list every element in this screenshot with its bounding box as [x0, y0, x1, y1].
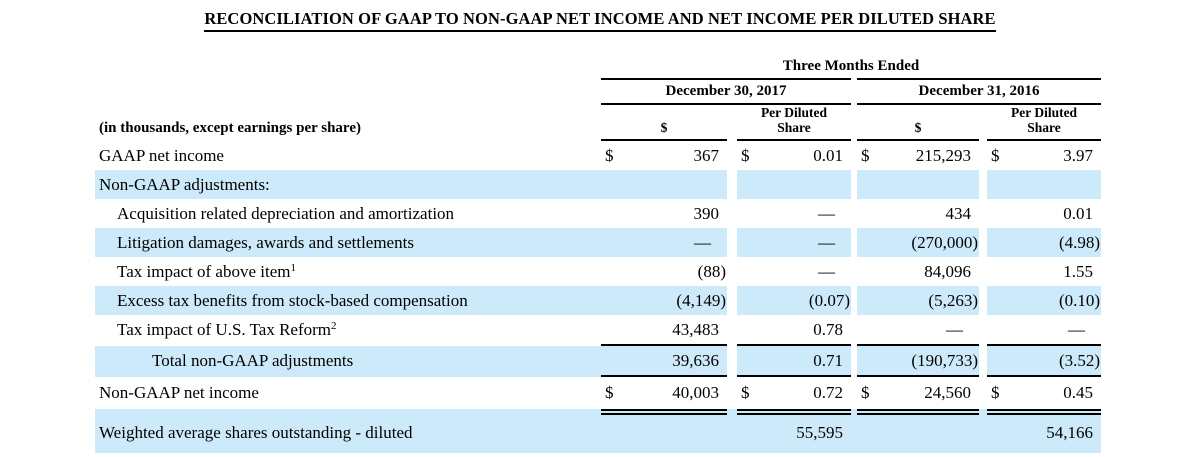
per-share-cell-2016: (4.98)	[987, 228, 1102, 257]
per-share-cell-2017	[737, 170, 851, 199]
amount-cell-2016: —	[857, 315, 979, 346]
table-row: Acquisition related depreciation and amo…	[95, 199, 1101, 228]
amount-cell-2017: 39,636	[601, 346, 727, 377]
amount-cell-2016: 84,096	[924, 262, 971, 281]
column-group-2016: December 31, 2016	[857, 78, 1102, 105]
row-label: Non-GAAP adjustments:	[95, 170, 601, 199]
per-share-cell-2016: $3.97	[991, 146, 1094, 165]
amount-cell-2017	[601, 409, 727, 453]
row-label: Litigation damages, awards and settlemen…	[95, 228, 601, 257]
amount-cell-2017: $367	[605, 146, 719, 165]
amount-header-2016: $	[857, 105, 979, 141]
per-share-cell-2016: 54,166	[987, 409, 1102, 453]
column-group-row: December 30, 2017 December 31, 2016	[95, 78, 1102, 105]
amount-cell-2017: —	[601, 228, 727, 257]
per-share-cell-2017: (0.07)	[737, 286, 851, 315]
row-label: Tax impact of above item1	[117, 262, 296, 281]
table-row: Weighted average shares outstanding - di…	[95, 409, 1102, 453]
amount-cell-2017	[601, 170, 727, 199]
per-share-cell-2016: 1.55	[1063, 262, 1094, 281]
table-row: GAAP net income $367 $0.01 $215,293 $3.9…	[95, 141, 1101, 170]
amount-cell-2017: $40,003	[605, 383, 719, 402]
amount-cell-2016: (270,000)	[857, 228, 979, 257]
amount-cell-2016	[857, 170, 979, 199]
per-share-cell-2017: $0.01	[741, 146, 843, 165]
row-label: Excess tax benefits from stock-based com…	[95, 286, 601, 315]
table-row: Excess tax benefits from stock-based com…	[95, 286, 1102, 315]
per-share-cell-2017: 0.78	[737, 315, 851, 346]
amount-cell-2016: (190,733)	[857, 346, 979, 377]
per-share-cell-2017: —	[818, 204, 835, 223]
page-title-text: RECONCILIATION OF GAAP TO NON-GAAP NET I…	[204, 9, 996, 32]
units-note: (in thousands, except earnings per share…	[99, 120, 361, 136]
per-share-cell-2016: —	[987, 315, 1102, 346]
per-share-cell-2016	[987, 170, 1102, 199]
reconciliation-table: Three Months Ended December 30, 2017 Dec…	[95, 58, 1102, 453]
per-share-cell-2016: (3.52)	[987, 346, 1102, 377]
per-share-header-2017: Per Diluted Share	[737, 105, 851, 141]
per-share-cell-2017: 0.71	[737, 346, 851, 377]
amount-cell-2016	[857, 409, 979, 453]
amount-cell-2016: $24,560	[861, 383, 971, 402]
per-share-cell-2016: 0.01	[1063, 204, 1094, 223]
row-label: Total non-GAAP adjustments	[95, 346, 601, 377]
per-share-cell-2017: 55,595	[737, 409, 851, 453]
amount-cell-2017: 390	[693, 204, 720, 223]
page-title: RECONCILIATION OF GAAP TO NON-GAAP NET I…	[0, 0, 1200, 32]
table-row: Litigation damages, awards and settlemen…	[95, 228, 1102, 257]
period-header: Three Months Ended	[782, 58, 920, 74]
row-label: Non-GAAP net income	[99, 383, 259, 402]
amount-cell-2017: (4,149)	[601, 286, 727, 315]
amount-cell-2017: 43,483	[601, 315, 727, 346]
per-share-cell-2016: $0.45	[991, 383, 1094, 402]
amount-cell-2016: (5,263)	[857, 286, 979, 315]
amount-cell-2016: $215,293	[861, 146, 971, 165]
table-row: Tax impact of U.S. Tax Reform2 43,483 0.…	[95, 315, 1102, 346]
amount-header-2017: $	[601, 105, 727, 141]
per-share-header-2016: Per Diluted Share	[987, 105, 1102, 141]
row-label: GAAP net income	[99, 146, 224, 165]
per-share-cell-2016: (0.10)	[987, 286, 1102, 315]
table-row: Tax impact of above item1 (88) — 84,096 …	[95, 257, 1101, 286]
per-share-cell-2017: —	[818, 262, 835, 281]
row-label: Weighted average shares outstanding - di…	[95, 409, 601, 453]
table-row: Non-GAAP adjustments:	[95, 170, 1102, 199]
per-share-cell-2017: $0.72	[741, 383, 843, 402]
amount-cell-2016: 434	[945, 204, 972, 223]
per-share-cell-2017: —	[737, 228, 851, 257]
row-label: Tax impact of U.S. Tax Reform2	[117, 320, 337, 339]
table-row: Total non-GAAP adjustments 39,636 0.71 (…	[95, 346, 1102, 377]
table-row: Non-GAAP net income $40,003 $0.72 $24,56…	[95, 377, 1101, 409]
column-group-2017: December 30, 2017	[601, 78, 851, 105]
column-header-row: (in thousands, except earnings per share…	[95, 105, 1102, 141]
period-header-row: Three Months Ended	[95, 58, 1101, 78]
row-label: Acquisition related depreciation and amo…	[117, 204, 455, 223]
amount-cell-2017: (88)	[697, 262, 726, 281]
